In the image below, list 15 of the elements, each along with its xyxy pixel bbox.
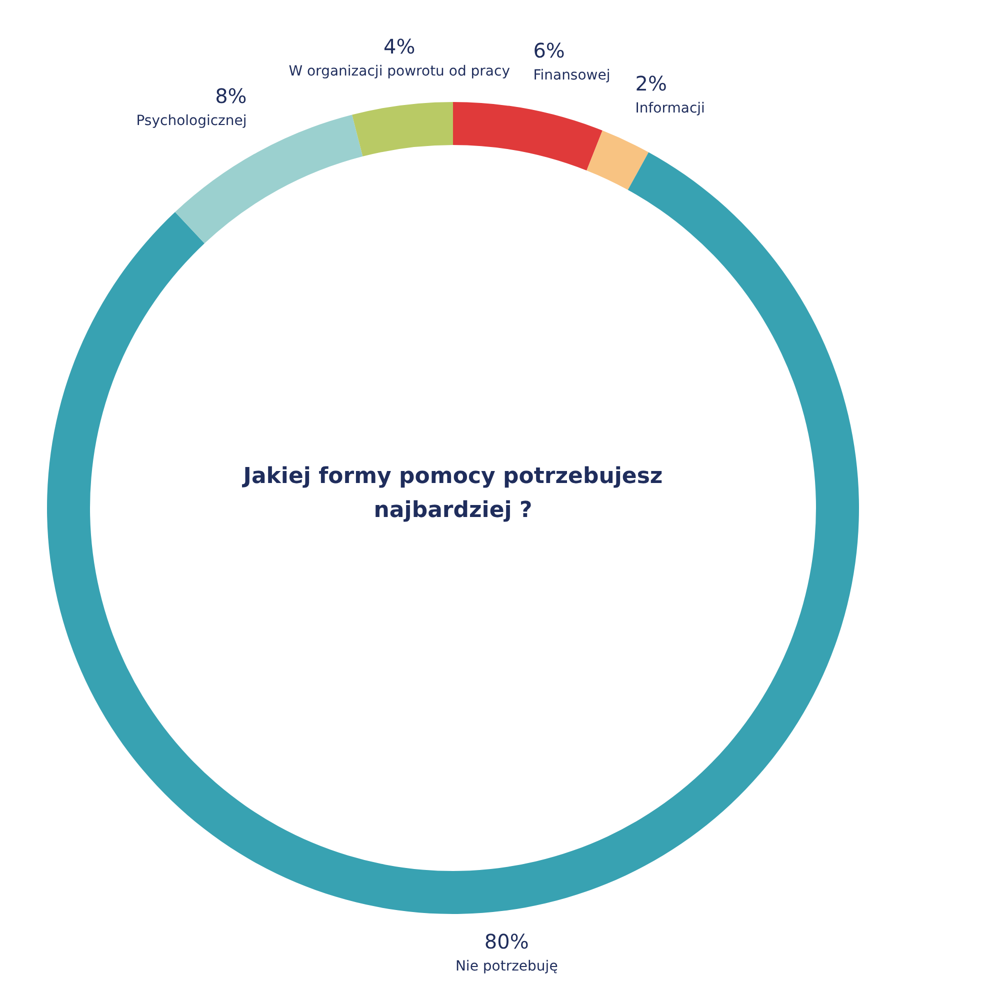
- slice-label: W organizacji powrotu od pracy: [288, 63, 510, 80]
- data-label: 80%: [484, 930, 529, 954]
- donut-slice: [352, 102, 453, 156]
- data-label: 2%: [635, 72, 667, 96]
- text: Jakiej formy pomocy potrzebujesz najbardziej ?: [241, 464, 663, 523]
- donut-slice: [47, 152, 859, 914]
- donut-slice: [586, 130, 649, 190]
- slice-label: Nie potrzebuję: [455, 958, 558, 975]
- data-label: 4%: [383, 34, 416, 58]
- slice-label: Finansowej: [533, 68, 610, 84]
- slice-label: Informacji: [635, 100, 705, 117]
- donut-slice: [453, 102, 602, 170]
- slice-label: Psychologicznej: [136, 112, 247, 129]
- data-label: 6%: [533, 38, 565, 63]
- data-label: 8%: [215, 84, 247, 108]
